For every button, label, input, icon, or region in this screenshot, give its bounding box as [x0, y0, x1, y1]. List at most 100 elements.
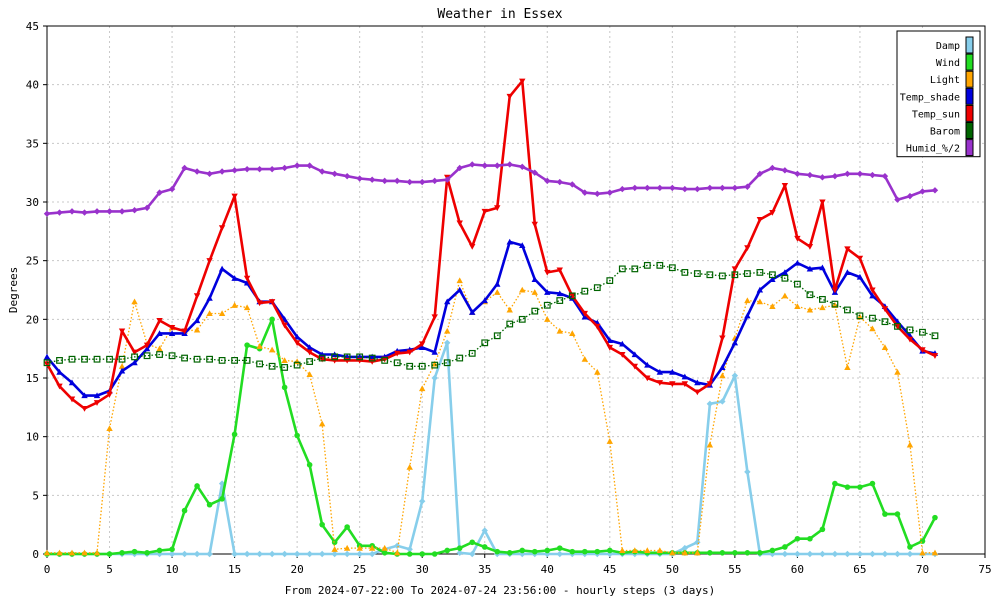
data-point	[156, 189, 163, 196]
data-point	[669, 184, 676, 192]
data-point	[556, 327, 563, 334]
data-point	[794, 303, 801, 309]
data-point	[331, 170, 338, 178]
data-point	[769, 164, 776, 172]
data-point	[43, 361, 51, 368]
data-point	[756, 298, 764, 305]
data-point	[794, 235, 801, 242]
data-point	[656, 380, 664, 386]
data-point	[481, 208, 488, 215]
data-point	[618, 265, 626, 273]
data-point	[581, 310, 588, 317]
data-point	[631, 184, 639, 192]
data-point	[819, 295, 826, 303]
data-point	[143, 352, 151, 360]
data-point	[656, 261, 664, 269]
data-point	[906, 550, 914, 558]
data-point	[68, 379, 76, 386]
data-point	[606, 438, 613, 444]
data-point	[706, 271, 714, 279]
data-point	[456, 277, 463, 284]
series-humid-2	[43, 161, 939, 217]
data-point	[156, 345, 163, 352]
legend-label: Damp	[936, 41, 960, 52]
x-tick-label: 25	[353, 563, 366, 576]
data-point	[631, 265, 639, 273]
data-point	[919, 188, 926, 195]
data-point	[894, 511, 901, 517]
data-point	[681, 544, 689, 552]
data-point	[306, 349, 313, 356]
x-tick-label: 30	[416, 563, 429, 576]
data-point	[881, 318, 889, 326]
data-point	[719, 550, 726, 556]
data-point	[169, 546, 175, 553]
data-point	[231, 550, 238, 558]
data-point	[231, 357, 239, 364]
data-point	[544, 289, 551, 295]
data-point	[281, 364, 289, 371]
legend-swatch	[965, 139, 974, 157]
data-point	[181, 550, 188, 558]
y-tick-label: 40	[26, 79, 39, 92]
data-point	[544, 269, 551, 276]
data-point	[756, 269, 764, 276]
data-point	[544, 547, 551, 554]
data-point	[519, 163, 526, 170]
data-point	[231, 167, 238, 174]
data-point	[431, 177, 438, 185]
data-point	[494, 289, 501, 295]
data-point	[619, 340, 626, 347]
data-point	[669, 368, 676, 375]
data-point	[844, 306, 851, 314]
y-tick-label: 30	[26, 196, 39, 209]
data-point	[844, 484, 851, 490]
data-point	[444, 176, 451, 183]
data-point	[343, 172, 351, 180]
data-point	[368, 550, 376, 558]
data-point	[594, 323, 601, 330]
data-point	[694, 185, 701, 193]
x-tick-label: 55	[728, 563, 741, 576]
data-point	[519, 242, 526, 248]
y-tick-label: 5	[32, 489, 39, 502]
data-point	[293, 162, 301, 169]
data-point	[681, 549, 689, 556]
data-point	[556, 267, 563, 274]
data-point	[194, 483, 200, 489]
data-point	[106, 425, 113, 432]
data-point	[581, 548, 588, 555]
data-point	[456, 286, 463, 293]
data-point	[343, 353, 351, 361]
data-point	[243, 165, 251, 173]
data-point	[731, 339, 739, 346]
data-point	[594, 368, 601, 375]
data-point	[744, 297, 751, 304]
data-point	[456, 545, 463, 551]
data-point	[206, 550, 213, 558]
y-tick-label: 45	[26, 20, 39, 33]
data-point	[556, 545, 563, 551]
data-point	[106, 208, 113, 215]
data-point	[519, 547, 526, 554]
data-point	[431, 348, 438, 355]
data-point	[869, 171, 876, 179]
data-point	[81, 405, 88, 412]
data-point	[193, 326, 201, 333]
data-point	[606, 344, 613, 351]
data-point	[368, 354, 376, 362]
data-point	[856, 550, 864, 558]
data-point	[393, 177, 401, 185]
data-point	[931, 353, 939, 359]
data-point	[469, 161, 476, 168]
data-point	[431, 374, 438, 382]
data-point	[406, 362, 414, 370]
data-point	[93, 549, 101, 556]
data-point	[456, 164, 463, 172]
data-point	[844, 170, 851, 178]
data-point	[293, 333, 301, 340]
data-point	[556, 550, 563, 558]
y-tick-label: 25	[26, 255, 39, 268]
data-point	[744, 245, 751, 251]
